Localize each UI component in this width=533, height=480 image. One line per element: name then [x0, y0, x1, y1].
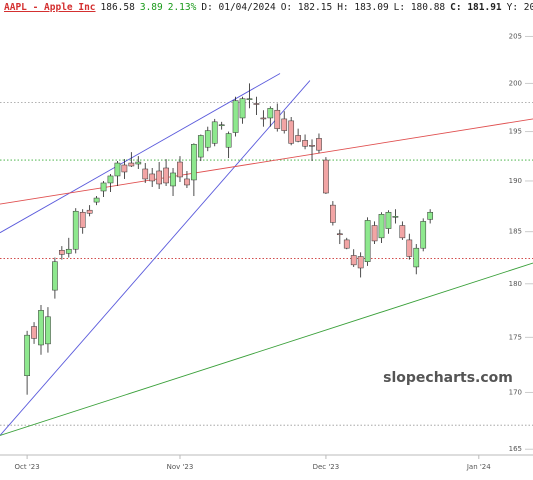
candle-body: [218, 124, 225, 126]
candle-body: [107, 175, 114, 184]
quote-header: AAPL - Apple Inc 186.58 3.89 2.13% D: 01/04/…: [4, 2, 533, 13]
candle-body: [142, 168, 149, 180]
candle-body: [156, 170, 162, 185]
x-tick-label: Nov '23: [167, 463, 194, 471]
candle-body: [65, 248, 72, 254]
trendline: [0, 262, 533, 436]
candle-body: [204, 130, 211, 148]
candle-body: [309, 145, 315, 147]
candle-body: [170, 172, 176, 187]
candle-body: [149, 173, 156, 182]
candle-body: [413, 247, 420, 268]
change: 3.89: [139, 2, 163, 13]
candle-body: [371, 225, 378, 242]
y-tick-label: 175: [509, 333, 522, 341]
low: L: 180.88: [393, 2, 446, 13]
candle-body: [24, 334, 30, 377]
candle-body: [288, 120, 295, 144]
high: H: 183.09: [337, 2, 389, 13]
candle-body: [357, 256, 364, 269]
candle-body: [232, 100, 239, 133]
candle-body: [177, 161, 183, 178]
candle-body: [406, 239, 413, 257]
candle-body: [260, 117, 267, 120]
candle-body: [302, 140, 308, 147]
x-tick-label: Dec '23: [313, 463, 340, 471]
candle-body: [364, 220, 371, 262]
candle-body: [184, 178, 190, 186]
candle-body: [45, 316, 51, 345]
x-tick-label: Jan '24: [466, 463, 491, 471]
candle-body: [246, 98, 253, 100]
candle-body: [336, 233, 343, 236]
candle-body: [225, 133, 232, 148]
candle-body: [420, 221, 427, 249]
candle-body: [378, 214, 385, 239]
y-tick-label: 190: [509, 177, 522, 185]
candle-body: [38, 310, 44, 346]
trendline: [0, 118, 533, 205]
candle-body: [239, 98, 246, 119]
change-pct: 2.13%: [167, 2, 197, 13]
candle-body: [323, 159, 329, 194]
candle-body: [330, 204, 336, 223]
symbol[interactable]: AAPL - Apple Inc: [4, 2, 96, 13]
candle-body: [100, 182, 107, 192]
candle-body: [114, 162, 121, 177]
candle-body: [86, 209, 93, 214]
y-tick-label: 165: [509, 445, 522, 453]
candle-body: [79, 211, 86, 228]
y-tick-label: 185: [509, 228, 522, 236]
candle-body: [52, 261, 58, 291]
candle-body: [350, 255, 357, 266]
candle-body: [295, 135, 301, 142]
candle-body: [211, 121, 218, 144]
last-price: 186.58: [100, 2, 135, 13]
watermark: slopecharts.com: [383, 370, 513, 386]
y-tick-label: 180: [509, 280, 522, 288]
candle-body: [392, 216, 399, 218]
candle-body: [385, 211, 392, 229]
candle-body: [31, 326, 37, 339]
candle-body: [58, 250, 65, 255]
candle-body: [253, 103, 260, 105]
candle-body: [316, 138, 322, 151]
candle-body: [93, 197, 100, 203]
y-tick-label: 170: [509, 388, 522, 396]
trendline: [0, 73, 281, 234]
candle-body: [163, 167, 169, 184]
trendline: [0, 80, 311, 436]
open: O: 182.15: [280, 2, 333, 13]
candle-body: [135, 161, 142, 165]
candle-body: [197, 135, 204, 158]
y-tick-label: 205: [509, 32, 522, 40]
candle-body: [427, 211, 434, 220]
candle-body: [343, 239, 350, 249]
candle-body: [267, 108, 274, 119]
date: D: 01/04/2024: [201, 2, 276, 13]
candle-body: [399, 225, 406, 239]
close: C: 181.91: [450, 2, 502, 13]
candle-body: [191, 144, 197, 181]
candle-body: [128, 162, 135, 167]
candle-body: [274, 109, 281, 129]
y-tick-label: 195: [509, 128, 522, 136]
x-tick-label: Oct '23: [15, 463, 40, 471]
candle-body: [72, 210, 79, 250]
y-tick-label: 200: [509, 79, 522, 87]
candle-body: [121, 164, 128, 173]
prev-close: Y: 201.33: [506, 2, 533, 13]
candle-body: [281, 118, 288, 131]
